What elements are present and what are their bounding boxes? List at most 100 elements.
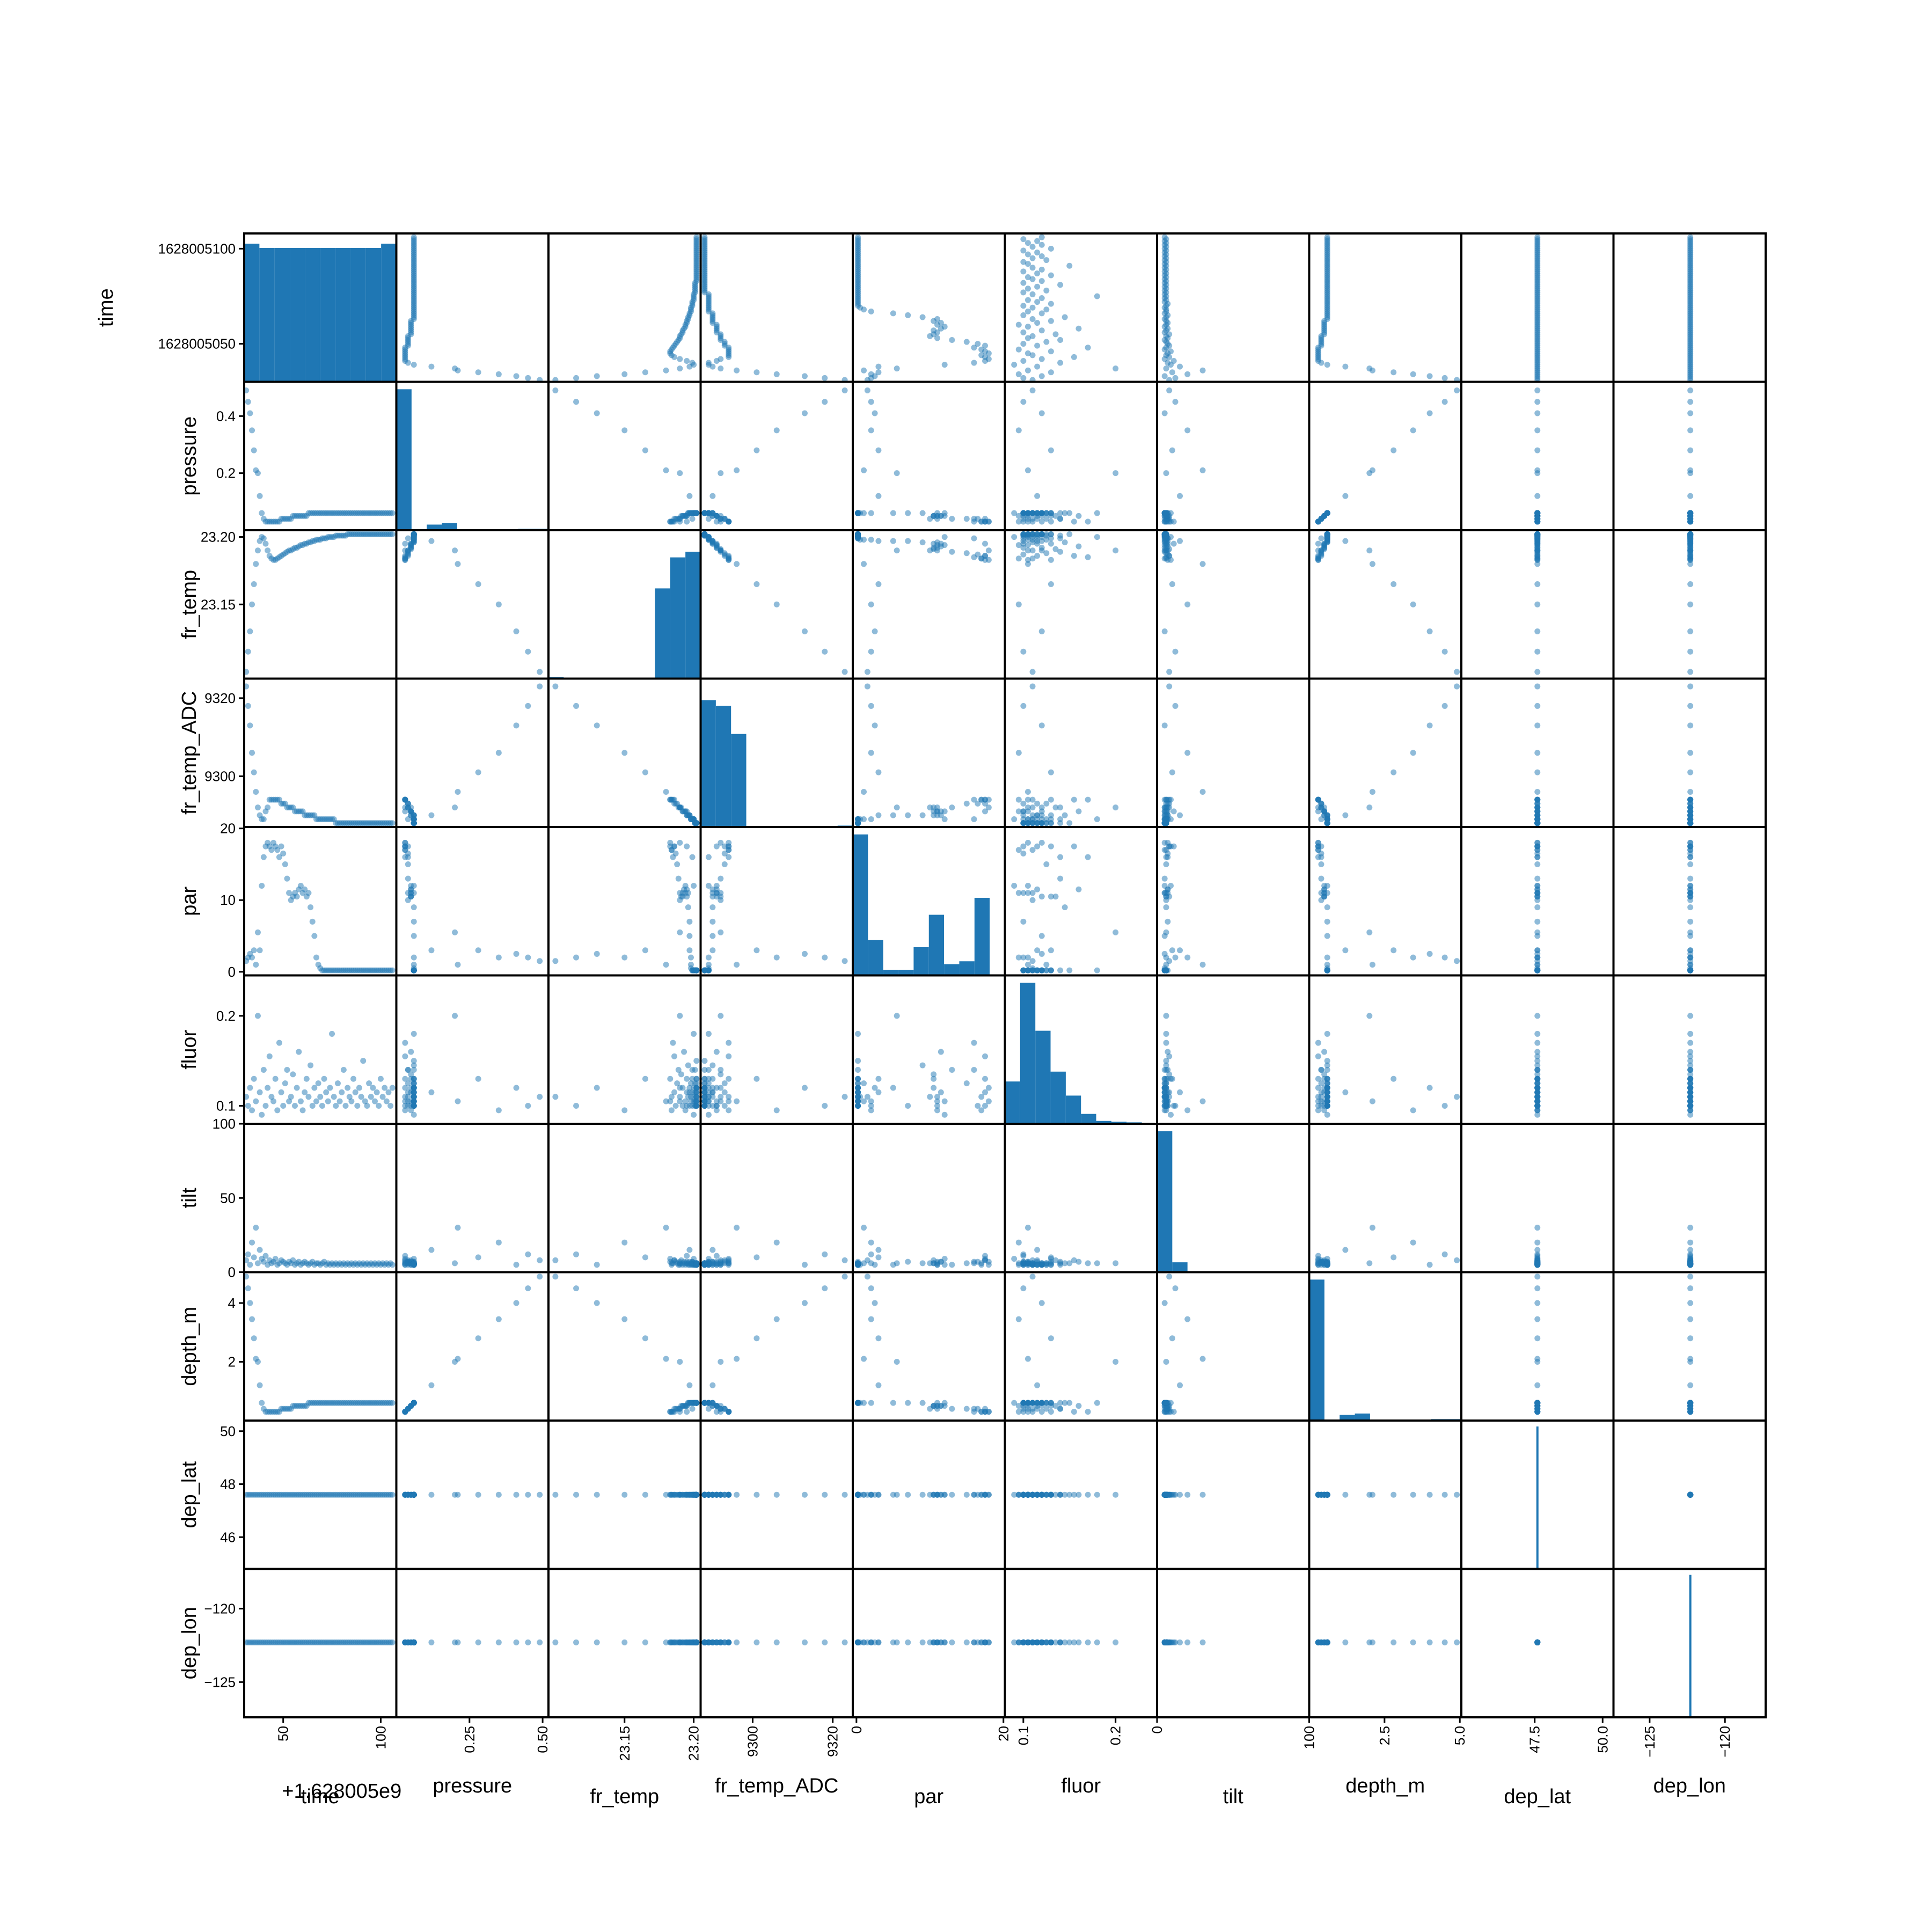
data-point: [525, 1102, 531, 1109]
data-point: [734, 1098, 740, 1104]
data-point: [963, 1080, 970, 1087]
data-point: [934, 1262, 940, 1268]
data-point: [372, 1098, 378, 1104]
data-point: [1324, 967, 1330, 974]
data-point: [1426, 628, 1433, 635]
data-point: [1029, 669, 1036, 675]
data-point: [709, 947, 716, 954]
data-point: [1687, 1066, 1694, 1073]
data-point: [253, 789, 259, 795]
data-point: [525, 648, 531, 655]
data-point: [1324, 890, 1330, 896]
data-point: [1020, 545, 1027, 551]
data-point: [931, 327, 937, 334]
data-point: [1687, 1040, 1694, 1046]
data-point: [1172, 702, 1179, 709]
data-point: [875, 369, 882, 376]
data-point: [1184, 601, 1191, 608]
data-point: [1015, 513, 1022, 519]
data-point: [949, 1066, 955, 1073]
histogram-bar-par: [959, 961, 975, 976]
data-point: [1454, 387, 1460, 393]
data-point: [1687, 850, 1694, 857]
data-point: [1038, 531, 1045, 538]
data-point: [726, 1075, 732, 1082]
data-point: [1687, 493, 1694, 499]
data-point: [1454, 683, 1460, 690]
data-point: [1172, 375, 1179, 381]
data-point: [1038, 310, 1045, 317]
data-point: [1024, 839, 1031, 846]
data-point: [1534, 399, 1541, 405]
data-point: [455, 789, 461, 795]
data-point: [753, 581, 760, 588]
data-point: [687, 954, 694, 961]
data-point: [1426, 373, 1433, 379]
data-point: [245, 1285, 251, 1292]
data-point: [841, 387, 848, 393]
data-point: [1687, 1247, 1694, 1253]
data-point: [1024, 789, 1031, 795]
data-point: [1062, 812, 1068, 818]
data-point: [1534, 447, 1541, 453]
data-point: [1687, 875, 1694, 882]
data-point: [1057, 337, 1064, 343]
data-point: [705, 1111, 712, 1118]
data-point: [299, 1107, 306, 1114]
data-point: [1071, 354, 1077, 360]
panel-time-vs-time: [243, 232, 398, 383]
data-point: [721, 850, 728, 857]
data-point: [321, 1075, 327, 1082]
data-point: [773, 371, 780, 377]
data-point: [713, 1253, 720, 1259]
data-point: [1034, 510, 1041, 516]
data-point: [963, 516, 970, 522]
data-point: [868, 308, 874, 314]
data-point: [721, 1089, 728, 1095]
data-point: [875, 493, 882, 499]
data-point: [1410, 750, 1416, 756]
data-point: [1163, 1102, 1169, 1109]
data-point: [251, 447, 257, 453]
data-point: [934, 335, 940, 341]
data-point: [1163, 1030, 1169, 1037]
data-point: [323, 1089, 330, 1095]
data-point: [1048, 947, 1054, 954]
data-point: [1029, 555, 1036, 562]
data-point: [1015, 847, 1022, 853]
data-point: [292, 1102, 298, 1109]
data-point: [1166, 683, 1173, 690]
data-point: [249, 750, 255, 756]
data-point: [1391, 581, 1397, 588]
data-point: [1534, 1085, 1541, 1091]
data-point: [1057, 548, 1064, 555]
data-point: [452, 1013, 458, 1019]
data-point: [356, 1085, 362, 1091]
histogram-bar-fr_temp: [655, 588, 670, 679]
data-point: [621, 750, 628, 756]
data-point: [684, 358, 690, 364]
data-point: [1020, 329, 1027, 335]
data-point: [1085, 554, 1091, 560]
data-point: [495, 750, 502, 756]
data-point: [495, 601, 502, 608]
data-point: [1687, 1225, 1694, 1231]
data-point: [718, 365, 724, 372]
data-point: [861, 1225, 867, 1231]
data-point: [978, 346, 985, 353]
data-point: [1369, 961, 1375, 968]
data-point: [402, 1053, 408, 1059]
data-point: [1534, 1239, 1541, 1246]
data-point: [1318, 535, 1324, 541]
data-point: [1029, 304, 1036, 311]
data-point: [1687, 1102, 1694, 1109]
data-point: [1038, 950, 1045, 957]
data-point: [949, 1262, 955, 1268]
data-point: [573, 954, 580, 961]
data-point: [249, 427, 255, 434]
data-point: [411, 1262, 417, 1268]
data-point: [1454, 958, 1460, 964]
data-point: [718, 1094, 724, 1100]
data-point: [1043, 800, 1050, 807]
data-point: [1161, 722, 1168, 729]
